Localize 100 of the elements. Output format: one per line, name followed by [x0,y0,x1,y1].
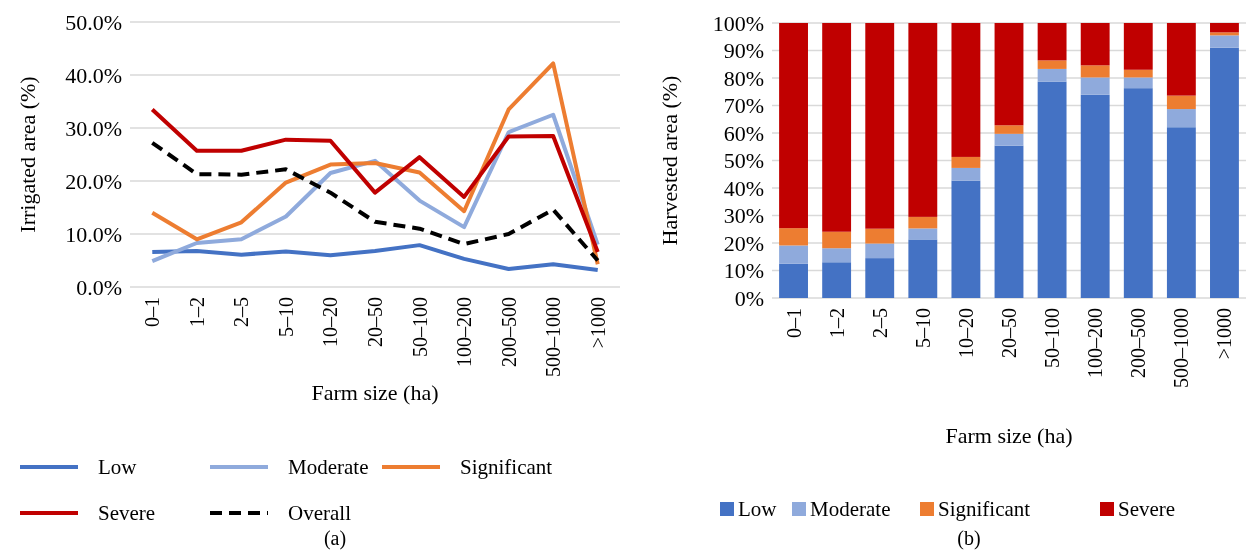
bar [1210,32,1239,36]
bar [822,23,852,232]
x-tick-label: 20–50 [364,297,386,347]
line-series [150,243,600,273]
x-tick-label: 1–2 [185,297,208,327]
x-tick-label: 200–500 [1127,308,1150,378]
legend-label: Low [738,497,778,521]
bar [951,167,981,181]
legend-label: Moderate [810,497,891,521]
x-tick-label: 500–1000 [1170,308,1193,388]
x-tick-label: 50–100 [1041,308,1064,368]
y-tick-label: 10% [723,258,764,284]
legend-label: Low [98,455,138,479]
bar [865,258,895,298]
y-tick-label: 100% [712,10,764,36]
bar [1037,60,1067,69]
y-tick-label: 50.0% [65,9,122,35]
y-tick-label: 50% [723,148,764,174]
bar [779,23,808,229]
x-tick-label: 5–10 [911,308,934,348]
y-tick-label: 70% [723,93,764,119]
y-tick-label: 10.0% [65,221,122,247]
bar [908,239,938,298]
legend-label: Severe [98,501,156,525]
line-series [150,61,600,267]
bar [1166,23,1196,96]
x-axis-title: Farm size (ha) [945,423,1073,448]
y-axis-title: Harvested area (%) [657,75,682,246]
bar [865,23,895,229]
y-tick-label: 30% [723,203,764,229]
x-tick-label: 10–20 [319,297,342,347]
bar [1123,77,1153,89]
bar [994,125,1024,134]
x-tick-label: 500–1000 [542,297,565,377]
bar [1080,23,1110,66]
x-tick-label: 2–5 [868,308,891,338]
text: (b) [957,527,981,550]
x-tick-label: 20–50 [998,308,1020,358]
x-axis-title: Farm size (ha) [311,380,439,405]
bar [822,262,852,298]
x-tick-label: 200–500 [497,297,520,367]
bar [994,145,1024,298]
x-tick-label: 50–100 [408,297,431,357]
y-axis-title: Irrigated area (%) [15,76,40,233]
legend-label: Overall [288,501,352,525]
x-tick-label: 1–2 [825,308,848,338]
bar [1210,47,1239,298]
bar [1037,23,1067,61]
y-tick-label: 20% [723,230,764,256]
bar [865,228,895,244]
y-tick-label: 90% [723,38,764,64]
bar [908,228,938,240]
bar [951,156,981,168]
bar [1080,94,1110,298]
y-tick-label: 0% [734,285,764,311]
legend-label: Significant [460,455,553,479]
text: (a) [323,527,347,550]
bar [1210,35,1239,48]
line-series [150,140,600,263]
bar [1166,95,1196,110]
y-tick-label: 0.0% [76,274,122,300]
y-tick-label: 60% [723,120,764,146]
bar [908,216,938,229]
y-tick-label: 40% [723,175,764,201]
y-tick-label: 20.0% [65,168,122,194]
y-tick-label: 80% [723,65,764,91]
bar [1123,69,1153,78]
legend-label: Severe [1118,497,1176,521]
x-tick-label: 100–200 [453,297,476,367]
bar [994,23,1024,126]
bar [994,133,1024,146]
bar [822,248,852,263]
y-tick-label: 40.0% [65,62,122,88]
x-tick-label: 0–1 [141,297,164,327]
bar [1080,65,1110,78]
bar [1123,88,1153,298]
bar [779,263,808,298]
bar [822,231,852,249]
bar [951,180,981,298]
bar [779,245,808,264]
x-tick-label: 2–5 [230,297,253,327]
bar [1080,77,1110,95]
bar [1123,23,1153,70]
bar [1166,109,1196,128]
bar [865,243,895,259]
x-tick-label: >1000 [1213,308,1236,360]
x-tick-label: 0–1 [782,308,805,338]
x-tick-label: 100–200 [1084,308,1107,378]
bar [908,23,938,217]
bar [1166,127,1196,298]
bar [779,228,808,246]
bar [1210,23,1239,33]
x-tick-label: >1000 [586,297,609,349]
bar [1037,68,1067,82]
bar [951,23,981,157]
x-tick-label: 5–10 [274,297,297,337]
legend-label: Moderate [288,455,369,479]
bar [1037,81,1067,298]
y-tick-label: 30.0% [65,115,122,141]
legend-label: Significant [938,497,1031,521]
